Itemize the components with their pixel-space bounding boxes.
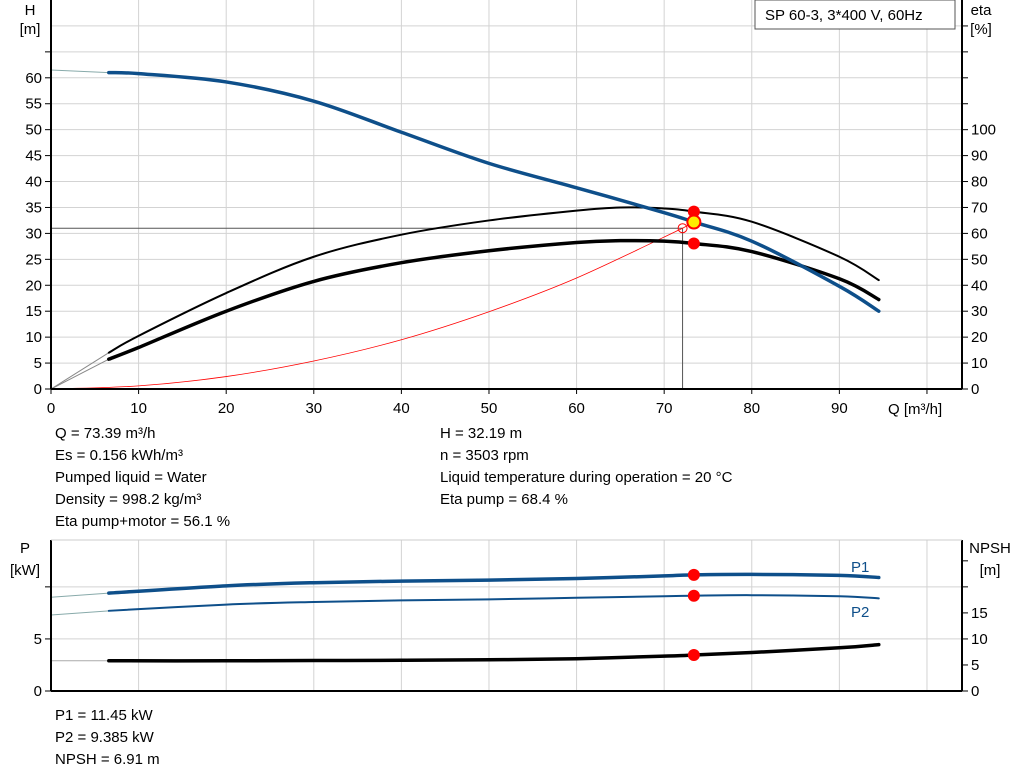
result-eta-total: Eta pump+motor = 56.1 % <box>55 513 230 530</box>
x-tick-label: 70 <box>656 400 673 417</box>
top-curves <box>50 69 881 390</box>
top-grid <box>51 0 962 389</box>
y-tick-label-right: 10 <box>971 355 988 372</box>
y-tick-label-left: 25 <box>25 251 42 268</box>
y-tick-label-left: 40 <box>25 174 42 191</box>
eta-pump-motor-curve-extrapolation <box>50 358 110 390</box>
p2-curve <box>107 594 880 612</box>
y-tick-label-right: 10 <box>971 631 988 648</box>
y-label-h: H <box>25 2 36 19</box>
result-q: Q = 73.39 m³/h <box>55 425 155 442</box>
x-tick-label: 20 <box>218 400 235 417</box>
result-density: Density = 998.2 kg/m³ <box>55 491 201 508</box>
p2-curve-extrapolation <box>50 610 109 616</box>
y-tick-label-left: 0 <box>34 683 42 700</box>
y-tick-label-right: 0 <box>971 683 979 700</box>
y-tick-label-left: 5 <box>34 631 42 648</box>
y-tick-label-left: 50 <box>25 122 42 139</box>
y-label-npsh-unit: [m] <box>980 562 1001 579</box>
y-tick-label-left: 45 <box>25 148 42 165</box>
y-tick-label-right: 100 <box>971 122 996 139</box>
x-tick-label: 80 <box>743 400 760 417</box>
p1-curve-extrapolation <box>50 592 109 598</box>
p1-curve <box>107 572 881 595</box>
y-tick-label-right: 0 <box>971 381 979 398</box>
y-tick-label-left: 30 <box>25 225 42 242</box>
y-tick-label-left: 10 <box>25 329 42 346</box>
result-p2: P2 = 9.385 kW <box>55 729 155 746</box>
eta-pump-curve-extrapolation <box>50 352 110 390</box>
legend-box <box>754 0 956 30</box>
bottom-curves <box>50 568 881 663</box>
x-tick-label: 90 <box>831 400 848 417</box>
eta-pump-curve <box>107 206 880 354</box>
y-tick-label-right: 80 <box>971 174 988 191</box>
y-label-eta: eta <box>971 2 993 19</box>
y-tick-label-right: 5 <box>971 657 979 674</box>
y-tick-label-left: 60 <box>25 70 42 87</box>
requested-point-marker <box>677 223 688 234</box>
result-temp: Liquid temperature during operation = 20… <box>440 469 733 486</box>
x-tick-label: 50 <box>481 400 498 417</box>
y-tick-label-right: 90 <box>971 148 988 165</box>
bottom-grid <box>51 540 962 691</box>
result-n: n = 3503 rpm <box>440 447 529 464</box>
y-label-p-unit: [kW] <box>10 562 40 579</box>
y-tick-label-left: 5 <box>34 355 42 372</box>
p1-marker <box>687 568 700 581</box>
legend-text: SP 60-3, 3*400 V, 60Hz <box>765 7 923 24</box>
result-liquid: Pumped liquid = Water <box>55 469 207 486</box>
y-tick-label-left: 35 <box>25 199 42 216</box>
head-curve-extrapolation <box>50 69 109 74</box>
x-tick-label: 0 <box>47 400 55 417</box>
y-tick-label-left: 15 <box>25 303 42 320</box>
p2-marker <box>687 589 700 602</box>
y-label-h-unit: [m] <box>20 21 41 38</box>
result-es: Es = 0.156 kWh/m³ <box>55 447 183 464</box>
npsh-curve <box>107 642 881 663</box>
x-tick-label: 40 <box>393 400 410 417</box>
x-label-q: Q [m³/h] <box>888 401 942 418</box>
result-p1: P1 = 11.45 kW <box>55 707 154 724</box>
y-tick-label-right: 40 <box>971 277 988 294</box>
y-tick-label-right: 15 <box>971 605 988 622</box>
x-tick-label: 30 <box>305 400 322 417</box>
result-npsh: NPSH = 6.91 m <box>55 751 160 768</box>
npsh-marker <box>687 649 700 662</box>
y-label-p: P <box>20 540 30 557</box>
y-tick-label-right: 60 <box>971 225 988 242</box>
x-tick-label: 10 <box>130 400 147 417</box>
eta-pump-motor-marker <box>687 237 700 250</box>
result-h: H = 32.19 m <box>440 425 522 442</box>
series-label-p1: P1 <box>851 559 869 576</box>
y-tick-label-right: 30 <box>971 303 988 320</box>
result-eta-pump: Eta pump = 68.4 % <box>440 491 568 508</box>
results-text: Q = 73.39 m³/h Es = 0.156 kWh/m³ Pumped … <box>55 425 733 768</box>
system-curve <box>50 227 683 390</box>
y-tick-label-right: 70 <box>971 199 988 216</box>
y-tick-label-right: 50 <box>971 251 988 268</box>
y-tick-label-right: 20 <box>971 329 988 346</box>
y-tick-label-left: 55 <box>25 96 42 113</box>
series-label-p2: P2 <box>851 604 869 621</box>
eta-pump-marker <box>687 205 700 218</box>
y-label-eta-unit: [%] <box>970 21 992 38</box>
duty-point-marker <box>686 214 702 230</box>
eta-pump-motor-curve <box>107 238 881 361</box>
y-tick-label-left: 0 <box>34 381 42 398</box>
x-tick-label: 60 <box>568 400 585 417</box>
axes: 0 10 20 30 40 50 60 70 80 90051015202530354045505… <box>25 0 996 700</box>
head-curve <box>107 70 881 313</box>
y-tick-label-left: 20 <box>25 277 42 294</box>
y-label-npsh: NPSH <box>969 540 1011 557</box>
